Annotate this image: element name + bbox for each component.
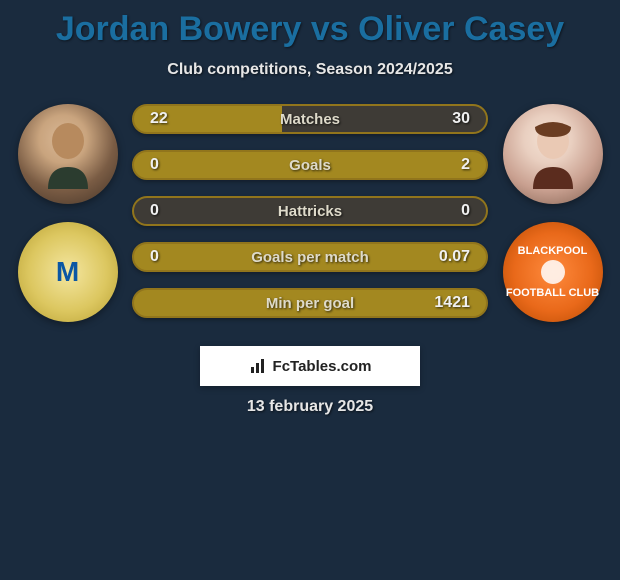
stat-row-goals-per-match: 0 Goals per match 0.07: [132, 242, 488, 272]
brand-watermark: FcTables.com: [200, 346, 420, 386]
stat-value-right: 30: [422, 110, 470, 128]
main-row: M 22 Matches 30 0 Goals 2 0 Hattricks 0 …: [15, 104, 605, 322]
stat-row-min-per-goal: Min per goal 1421: [132, 288, 488, 318]
club-emblem-icon: [538, 257, 568, 287]
person-silhouette-icon: [523, 119, 583, 189]
stat-value-right: 1421: [422, 294, 470, 312]
right-club-crest: BLACKPOOL FOOTBALL CLUB: [503, 222, 603, 322]
left-crest-initials: M: [56, 256, 79, 288]
left-player-avatar: [18, 104, 118, 204]
right-player-column: BLACKPOOL FOOTBALL CLUB: [500, 104, 605, 322]
left-club-crest: M: [18, 222, 118, 322]
stat-value-right: 0: [422, 202, 470, 220]
stat-label: Min per goal: [266, 295, 354, 312]
stat-value-left: 0: [150, 202, 198, 220]
stat-value-left: 0: [150, 248, 198, 266]
brand-text: FcTables.com: [273, 358, 372, 375]
date-line: 13 february 2025: [15, 398, 605, 416]
page-title: Jordan Bowery vs Oliver Casey: [15, 10, 605, 49]
comparison-card: Jordan Bowery vs Oliver Casey Club compe…: [0, 0, 620, 426]
stat-value-left: 22: [150, 110, 198, 128]
subtitle: Club competitions, Season 2024/2025: [15, 61, 605, 79]
stat-value-right: 0.07: [422, 248, 470, 266]
person-silhouette-icon: [38, 119, 98, 189]
stat-row-hattricks: 0 Hattricks 0: [132, 196, 488, 226]
stat-label: Hattricks: [278, 203, 342, 220]
stat-value-right: 2: [422, 156, 470, 174]
stat-row-goals: 0 Goals 2: [132, 150, 488, 180]
right-crest-line2: FOOTBALL CLUB: [506, 287, 599, 299]
stat-value-left: 0: [150, 156, 198, 174]
stat-row-matches: 22 Matches 30: [132, 104, 488, 134]
right-crest-line1: BLACKPOOL: [518, 245, 588, 257]
left-player-column: M: [15, 104, 120, 322]
right-player-avatar: [503, 104, 603, 204]
stats-column: 22 Matches 30 0 Goals 2 0 Hattricks 0 0 …: [132, 104, 488, 318]
stat-label: Goals: [289, 157, 331, 174]
stat-label: Matches: [280, 111, 340, 128]
stat-label: Goals per match: [251, 249, 369, 266]
chart-icon: [249, 357, 267, 375]
